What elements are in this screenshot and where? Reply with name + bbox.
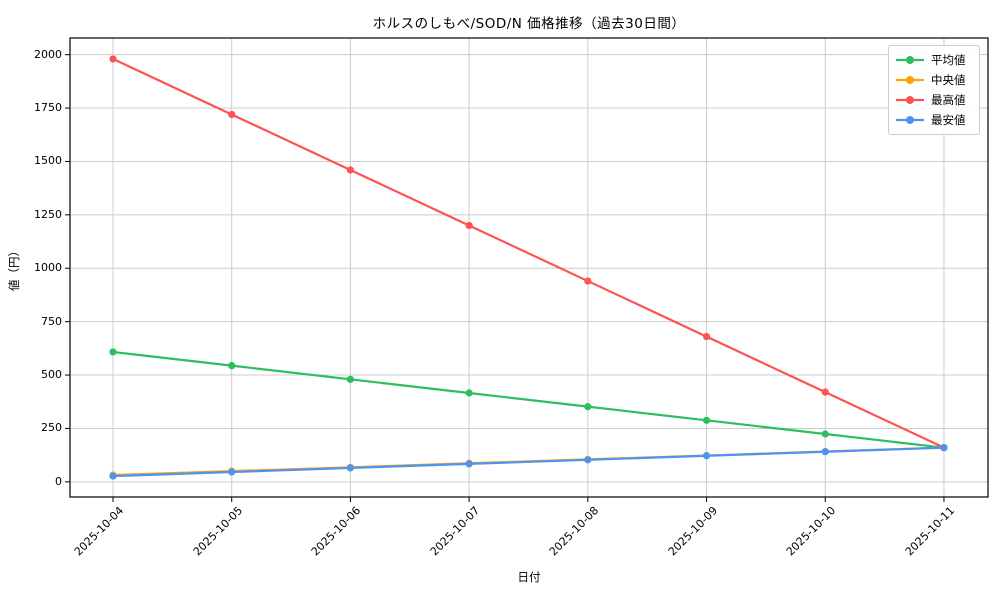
- data-point-min: [702, 452, 711, 460]
- y-tick-label: 1500: [34, 154, 62, 168]
- data-point-max: [109, 55, 117, 63]
- data-point-max: [228, 110, 236, 119]
- data-point-min: [346, 464, 355, 472]
- legend-marker-max: [896, 96, 924, 104]
- legend-marker-min: [896, 116, 924, 124]
- legend-label-max: 最高値: [931, 93, 966, 107]
- data-point-max: [584, 277, 592, 285]
- legend-item-median: 中央値: [895, 70, 971, 90]
- data-point-mean: [584, 403, 592, 411]
- legend-item-mean: 平均値: [895, 50, 971, 70]
- legend-marker-median: [896, 76, 924, 84]
- legend-label-median: 中央値: [931, 73, 966, 87]
- data-point-mean: [346, 375, 355, 383]
- data-point-mean: [821, 430, 829, 438]
- y-tick-label: 500: [41, 368, 62, 382]
- data-point-mean: [702, 416, 711, 424]
- axes-spines: [69, 37, 989, 498]
- data-point-max: [346, 166, 355, 174]
- y-tick-label: 750: [41, 314, 62, 328]
- data-point-mean: [109, 348, 117, 356]
- series-line-mean: [111, 350, 946, 449]
- data-point-min: [228, 468, 236, 476]
- y-tick-label: 1250: [34, 207, 62, 221]
- y-tick-label: 1000: [34, 261, 62, 275]
- y-tick-label: 250: [41, 421, 62, 435]
- legend-item-max: 最高値: [895, 90, 971, 110]
- y-tick-label: 1750: [34, 101, 62, 115]
- data-point-min: [109, 472, 117, 480]
- y-tick-label: 0: [55, 474, 62, 488]
- x-axis-title: 日付: [517, 570, 541, 584]
- data-point-min: [940, 444, 948, 452]
- series-line-max: [111, 57, 946, 449]
- legend: 平均値中央値最高値最安値: [888, 45, 980, 135]
- chart-title: ホルスのしもべ/SOD/N 価格推移（過去30日間）: [372, 16, 686, 32]
- data-point-min: [821, 448, 829, 456]
- data-point-max: [702, 332, 711, 341]
- legend-label-min: 最安値: [931, 113, 966, 127]
- legend-label-mean: 平均値: [931, 53, 966, 67]
- data-point-min: [465, 460, 473, 468]
- data-point-min: [584, 456, 592, 464]
- series-line-min: [111, 446, 946, 478]
- legend-item-min: 最安値: [895, 110, 971, 130]
- y-tick-label: 2000: [34, 47, 62, 61]
- legend-marker-mean: [896, 56, 924, 64]
- data-point-mean: [228, 362, 236, 370]
- data-point-max: [465, 221, 473, 230]
- data-point-max: [821, 388, 829, 396]
- data-point-mean: [465, 389, 473, 397]
